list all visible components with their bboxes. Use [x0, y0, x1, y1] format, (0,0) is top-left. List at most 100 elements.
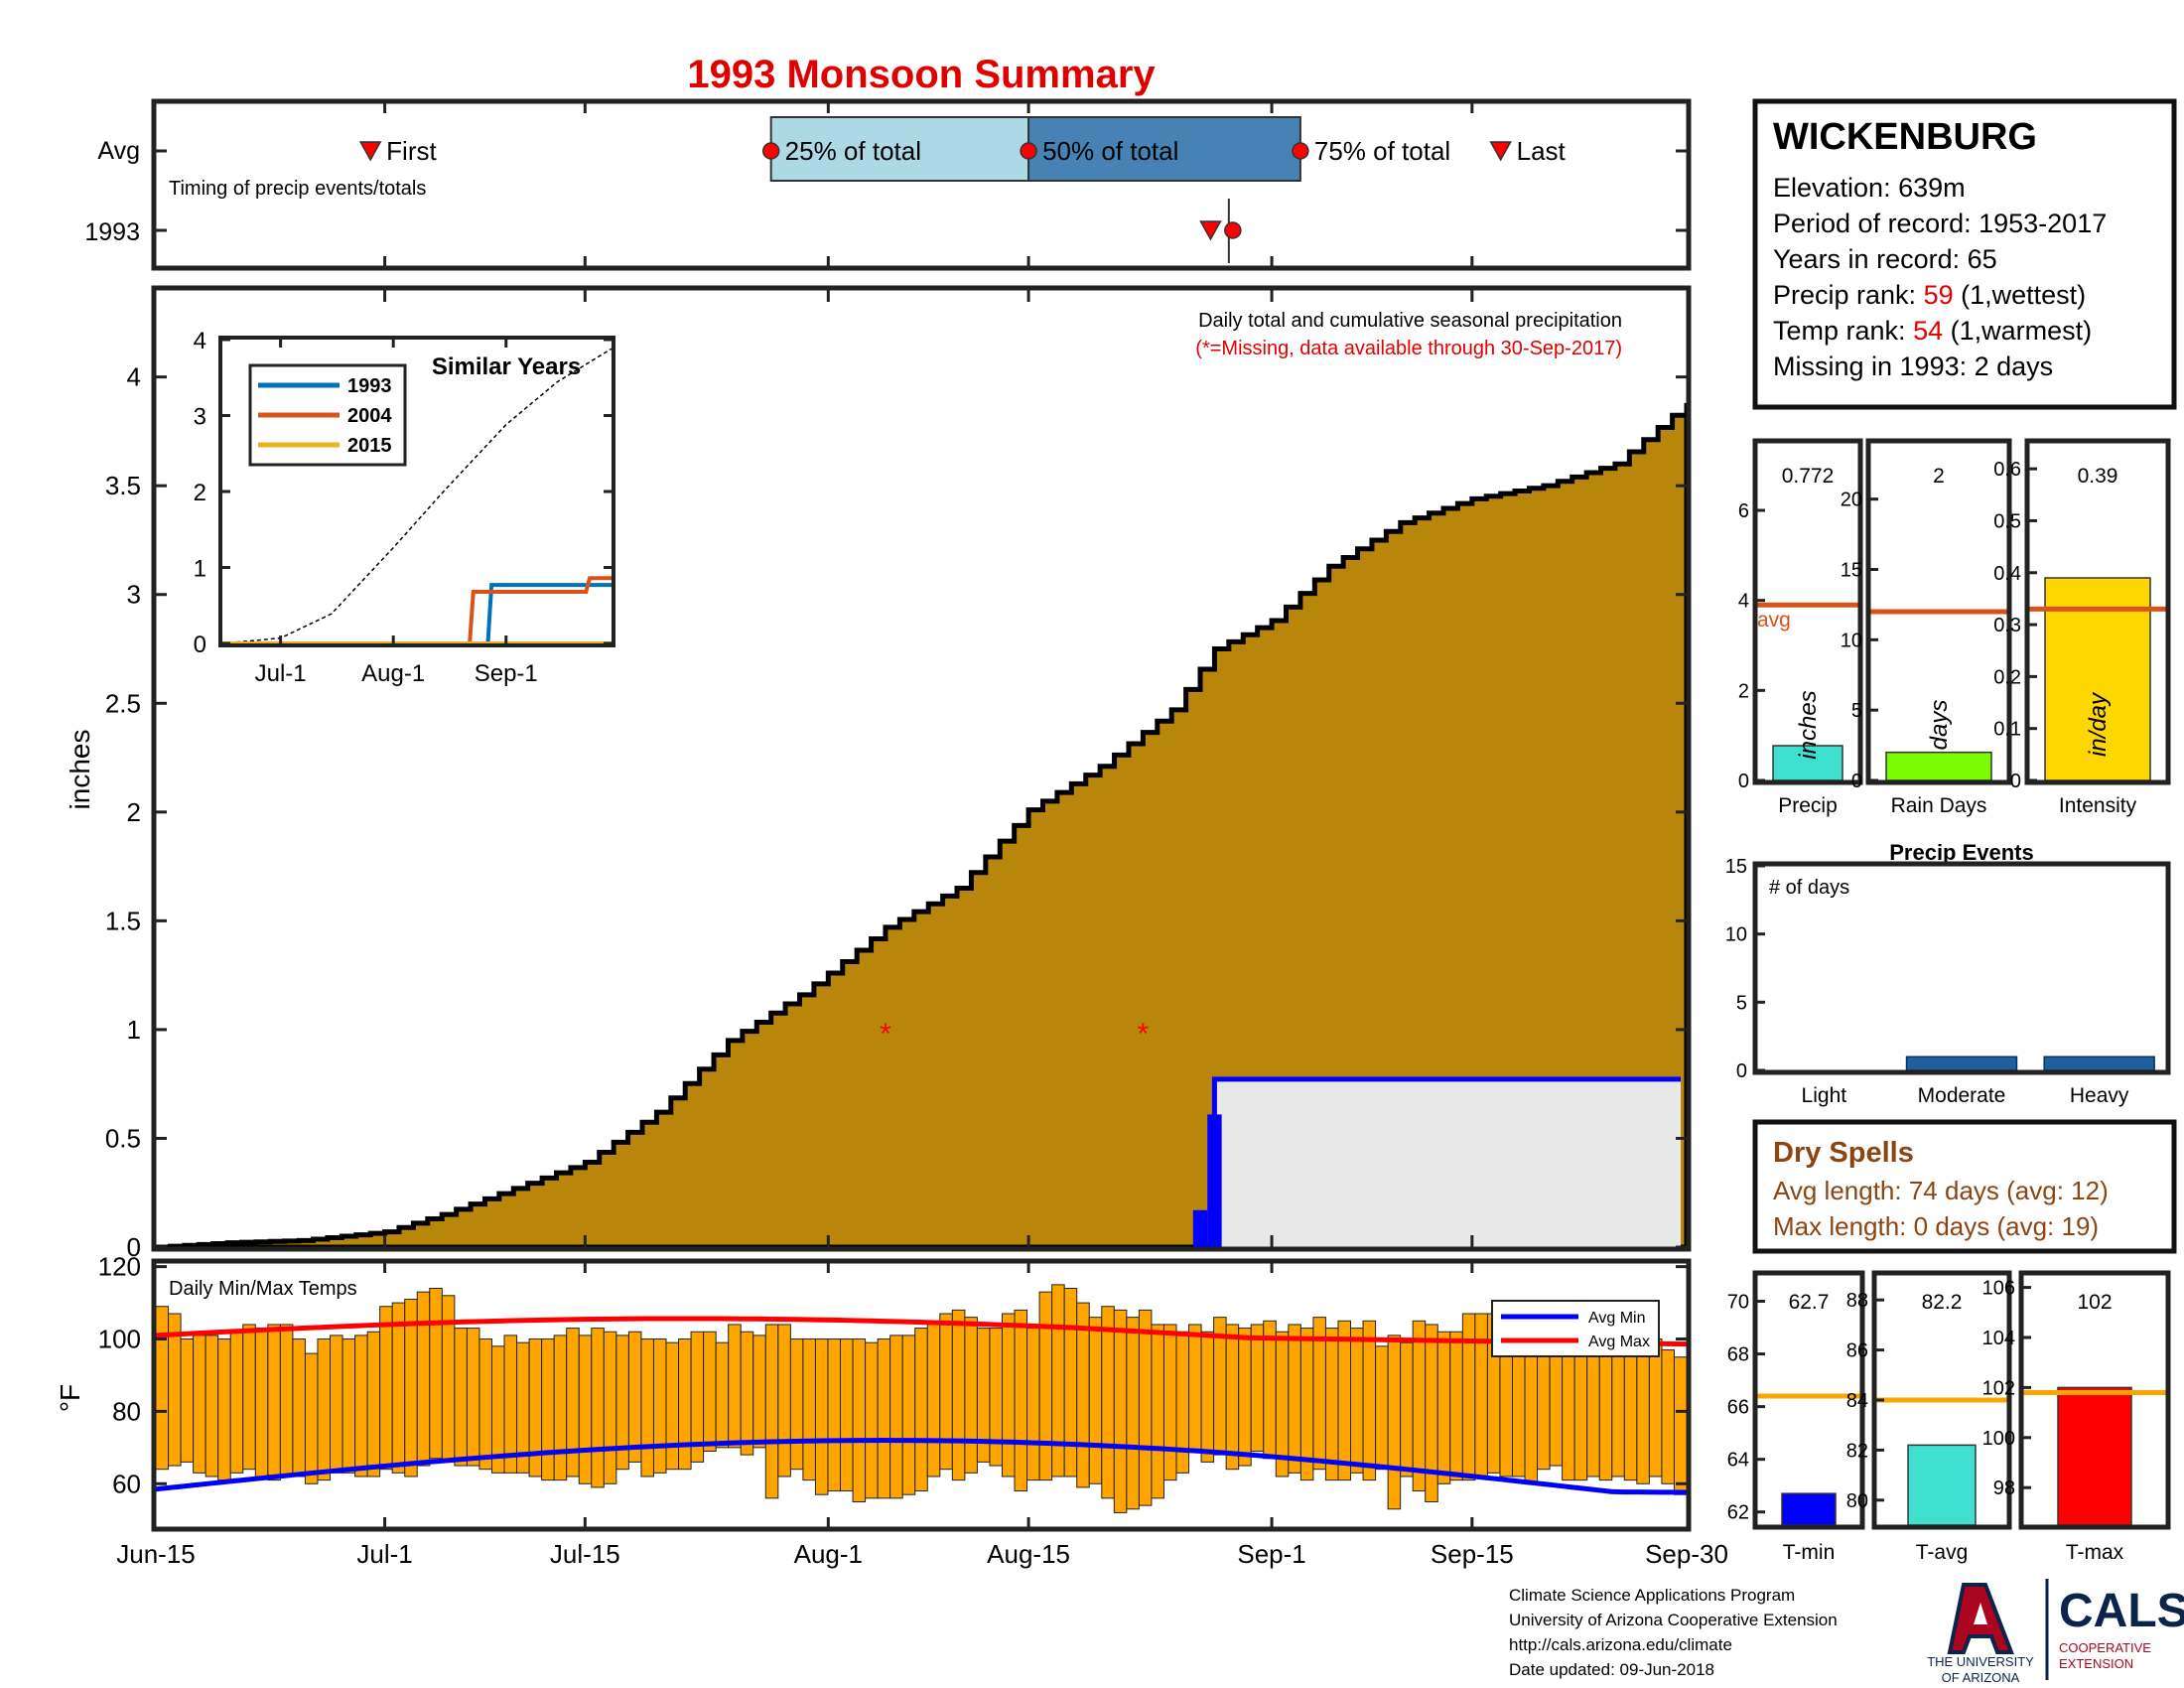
daily-temp-bar	[1400, 1341, 1414, 1477]
precip-ytick-label: 1.5	[105, 906, 141, 935]
temp-stat-frame-tmin	[1752, 1270, 1865, 1530]
timing-row-avg: Avg	[97, 137, 140, 165]
daily-temp-bar	[1648, 1338, 1663, 1477]
daily-temp-bar	[1636, 1341, 1650, 1484]
stat-ytick-label: 20	[1841, 490, 1862, 511]
station-period: Period of record: 1953-2017	[1773, 209, 2107, 238]
stat-value-precip: 0.772	[1782, 465, 1835, 488]
temp-stat-frame-tmax	[2018, 1270, 2171, 1530]
inset-legend-label: 2004	[347, 405, 392, 427]
footer-line-1: Climate Science Applications Program	[1509, 1586, 1795, 1605]
temp-stat-panel-tmin: 62 64 66 68 70 62.7 T-min	[1727, 1270, 1865, 1564]
temp-stat-ytick-label: 106	[1982, 1278, 2015, 1300]
daily-temp-bar	[1324, 1328, 1339, 1481]
stat-value-intensity: 0.39	[2078, 465, 2118, 488]
timing-panel: Avg 1993 Timing of precip events/totals …	[84, 98, 1692, 271]
inset-ytick-label: 0	[194, 632, 206, 658]
xaxis-tick-label: Sep-30	[1645, 1539, 1728, 1569]
temp-stat-ytick-label: 66	[1727, 1397, 1749, 1419]
inset-title: Similar Years	[432, 353, 581, 380]
stat-panel-rain_days: 0 5 10 15 20 2 days Rain Days	[1841, 438, 2012, 817]
precip-ytick-label: 2.5	[105, 688, 141, 718]
stat-label-precip: Precip	[1778, 794, 1838, 817]
daily-precip-bar	[1207, 1114, 1222, 1247]
events-ytick-label: 10	[1725, 924, 1747, 946]
daily-temp-bar	[964, 1317, 978, 1474]
avg-p25-label: 25% of total	[785, 136, 921, 166]
temp-stat-ytick-label: 84	[1846, 1390, 1868, 1412]
xaxis-tick-label: Jul-1	[356, 1539, 412, 1569]
precip-missing-note: (*=Missing, data available through 30-Se…	[1195, 338, 1622, 359]
daily-temp-bar	[254, 1328, 269, 1477]
daily-temp-bar	[1412, 1320, 1427, 1492]
daily-temp-bar	[1126, 1317, 1140, 1510]
station-precip-rank: Precip rank: 59 (1,wettest)	[1773, 280, 2086, 310]
stat-ytick-label: 0.5	[1993, 510, 2021, 532]
station-missing: Missing in 1993: 2 days	[1773, 352, 2053, 381]
station-temp-rank: Temp rank: 54 (1,warmest)	[1773, 316, 2092, 346]
daily-temp-bar	[354, 1335, 368, 1477]
daily-temp-bar	[1238, 1328, 1252, 1467]
stat-ytick-label: 0.4	[1993, 563, 2021, 585]
daily-temp-bar	[1436, 1331, 1451, 1484]
daily-temp-bar	[279, 1324, 294, 1477]
daily-temp-bar	[578, 1335, 593, 1484]
avg-min-temp-line	[155, 1438, 1688, 1495]
inset-ytick-label: 2	[194, 480, 206, 506]
temp-stat-ytick-label: 102	[1982, 1377, 2015, 1399]
inset-ytick-label: 3	[194, 404, 206, 431]
daily-temp-bar	[267, 1324, 281, 1481]
daily-temp-bar	[217, 1338, 231, 1481]
daily-temp-bar	[627, 1331, 642, 1463]
daily-temp-bar	[926, 1324, 941, 1477]
daily-temp-bar	[292, 1338, 306, 1477]
daily-temp-bar	[1474, 1313, 1488, 1477]
dry-spells-box: Dry Spells Avg length: 74 days (avg: 12)…	[1752, 1119, 2177, 1254]
events-category-label: Heavy	[2070, 1084, 2129, 1107]
events-bar	[1905, 1055, 2018, 1071]
daily-temp-bar	[877, 1338, 891, 1499]
avg-p50-label: 50% of total	[1042, 136, 1178, 166]
temp-ytick-label: 60	[112, 1469, 141, 1498]
precip-ytick-label: 2	[127, 797, 141, 827]
footer: Climate Science Applications Program Uni…	[1509, 1586, 1838, 1679]
temp-stat-value-tmax: 102	[2077, 1291, 2112, 1314]
daily-temp-bar	[1673, 1356, 1688, 1495]
daily-temp-bar	[678, 1338, 692, 1471]
daily-temp-bar	[155, 1306, 170, 1471]
daily-temp-bar	[603, 1331, 617, 1484]
daily-temp-bar	[728, 1324, 742, 1449]
daily-temp-bar	[665, 1341, 680, 1471]
daily-temp-bar	[1586, 1341, 1600, 1477]
avg-last-label: Last	[1517, 136, 1567, 166]
precip-ytick-label: 1	[127, 1015, 141, 1045]
events-ytick-label: 15	[1725, 856, 1747, 878]
dry-spells-max: Max length: 0 days (avg: 19)	[1773, 1211, 2099, 1241]
stat-frame-precip	[1752, 438, 1863, 785]
daily-temp-bar	[1337, 1320, 1352, 1481]
daily-temp-bar	[553, 1335, 568, 1481]
daily-temp-bar	[1038, 1291, 1053, 1481]
daily-temp-bar	[827, 1338, 842, 1492]
temp-stat-ytick-label: 80	[1846, 1490, 1868, 1512]
footer-line-3: http://cals.arizona.edu/climate	[1509, 1635, 1732, 1654]
figure-title: 1993 Monsoon Summary	[687, 53, 1156, 96]
similar-years-inset: 0 1 2 3 4 Jul-1 Aug-1 Sep-1 Similar Years 1993 2…	[194, 328, 615, 687]
events-title: Precip Events	[1889, 840, 2034, 865]
daily-temp-bar	[317, 1338, 332, 1481]
avg-p25-marker	[761, 142, 780, 160]
daily-temp-bar	[764, 1324, 779, 1499]
daily-temp-bar	[901, 1335, 916, 1495]
stat-unit-precip: inches	[1795, 690, 1822, 759]
temp-stat-label-tmin: T-min	[1783, 1541, 1836, 1564]
avg-last-marker	[1489, 141, 1512, 162]
daily-temp-bar	[193, 1335, 206, 1474]
temp-ylabel: °F	[55, 1384, 85, 1412]
stat-frame-intensity	[2024, 438, 2171, 785]
precip-ytick-label: 0.5	[105, 1123, 141, 1153]
daily-temp-bar	[1101, 1306, 1115, 1499]
legend-avg-min: Avg Min	[1588, 1310, 1646, 1327]
temp-stat-panel-tmax: 98 100 102 104 106 102 T-max	[1982, 1270, 2171, 1564]
avg-p50-marker	[1020, 142, 1037, 160]
